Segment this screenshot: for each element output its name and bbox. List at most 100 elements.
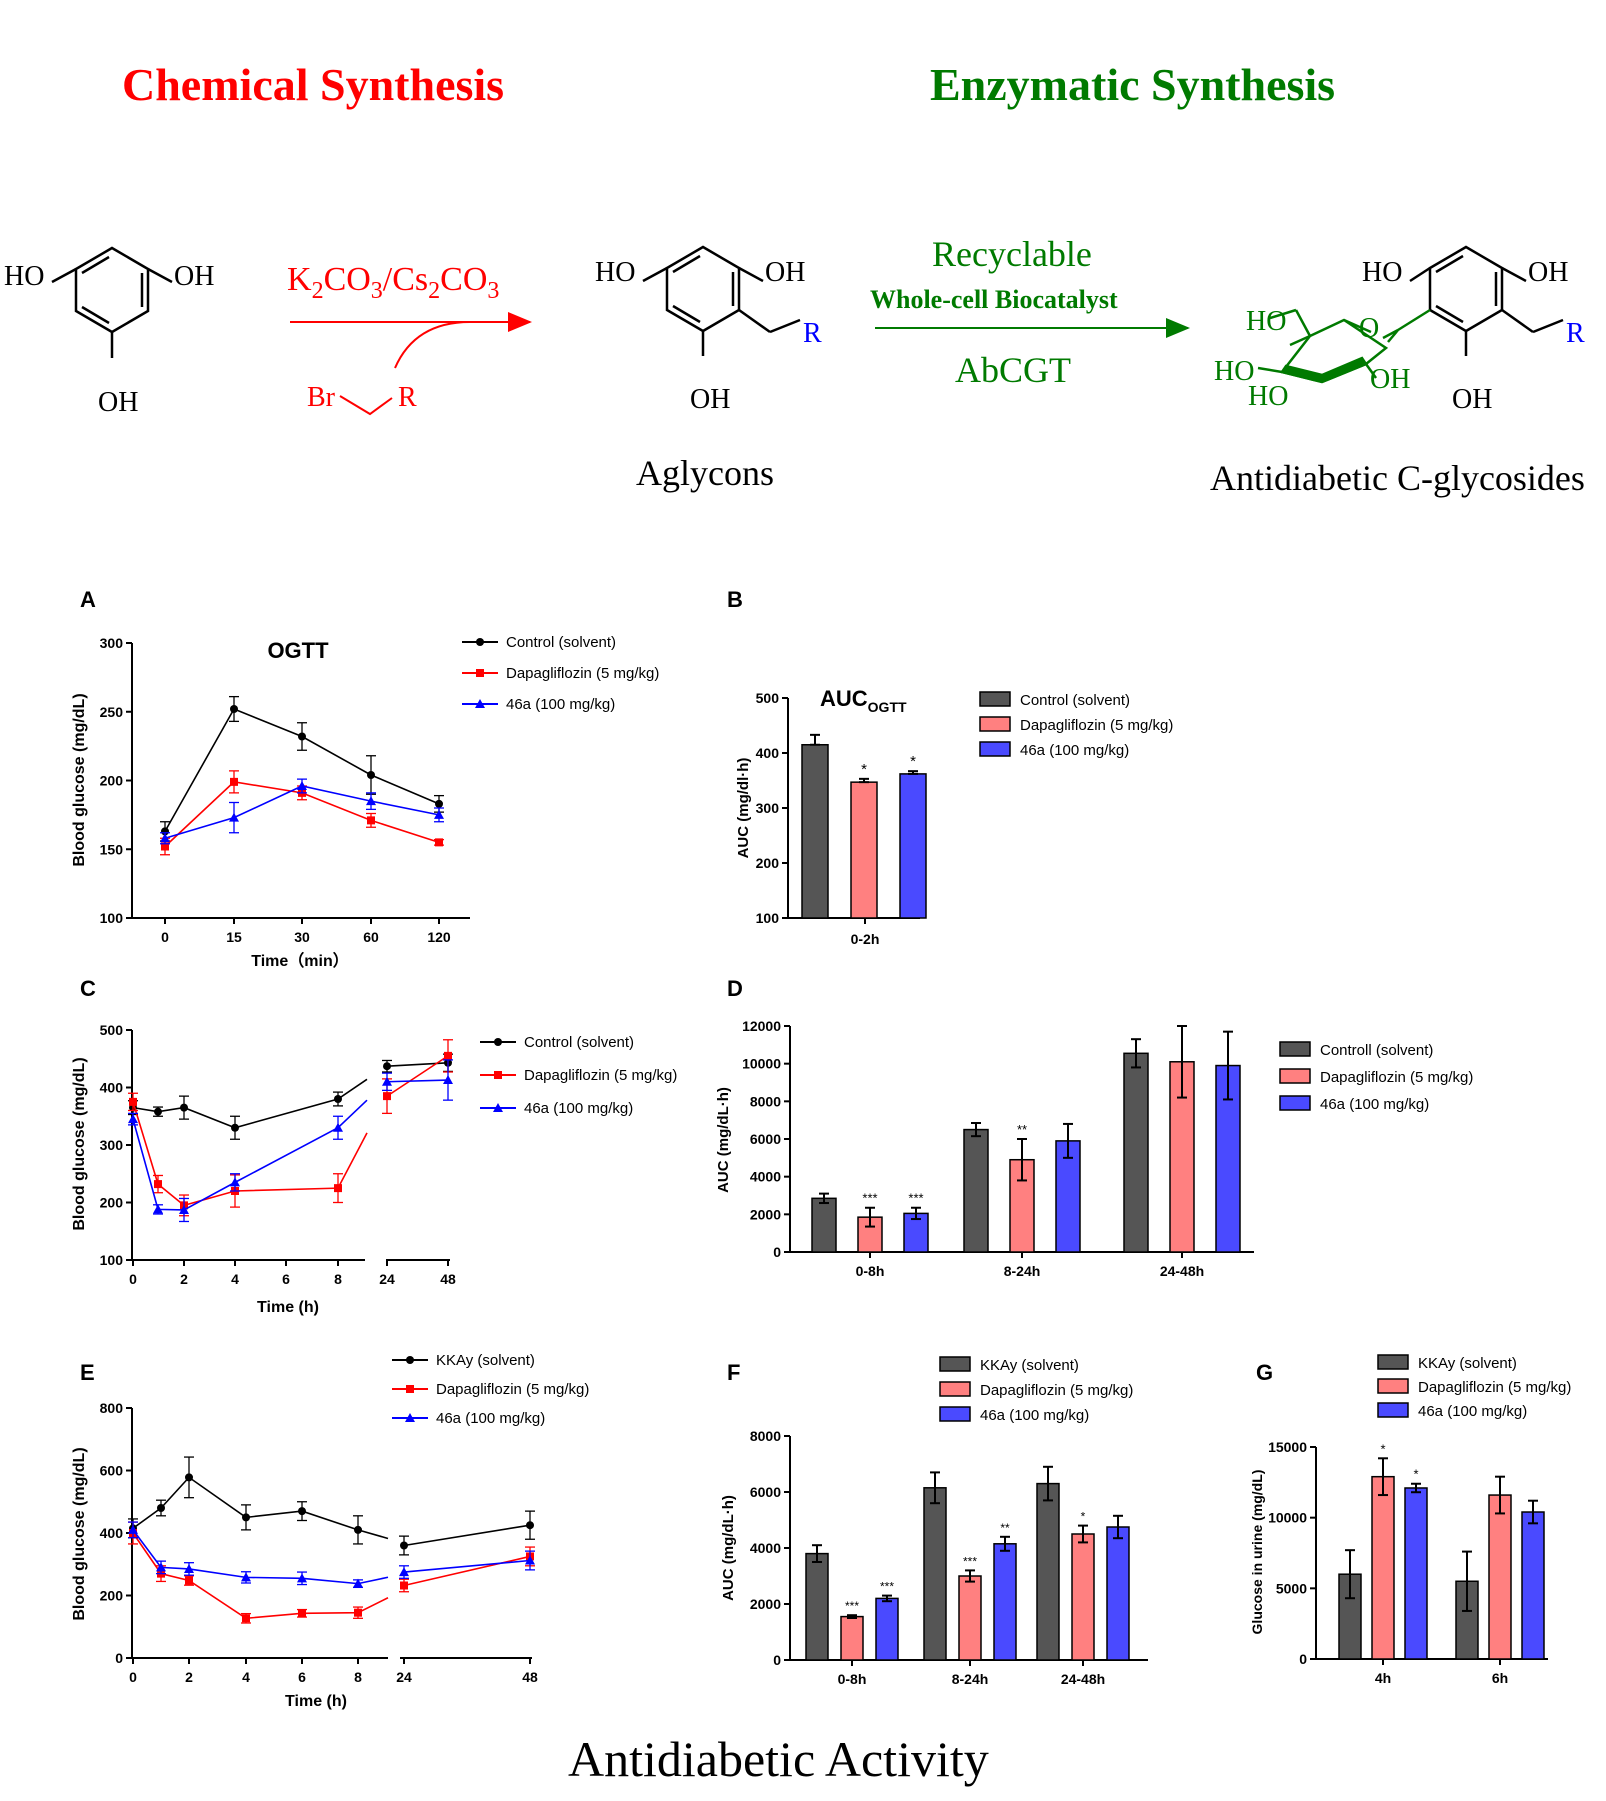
y-tick-label: 500	[100, 1022, 124, 1038]
legend-swatch	[939, 1356, 971, 1372]
data-point	[160, 833, 170, 843]
x-tick-label: 0-8h	[838, 1671, 867, 1687]
x-tick-label: 6	[282, 1271, 290, 1287]
series-line	[403, 1559, 531, 1573]
y-tick-label: 0	[773, 1244, 781, 1260]
y-tick-label: 4000	[750, 1169, 781, 1185]
legend-entry: KKAy (solvent)	[1418, 1355, 1517, 1372]
x-tick-label: 48	[522, 1669, 538, 1685]
significance-mark: *	[1081, 1510, 1086, 1524]
y-axis-label: Blood glucose (mg/dL)	[71, 1447, 88, 1620]
data-point	[156, 1562, 166, 1572]
significance-mark: **	[1017, 1122, 1027, 1137]
legend-swatch	[939, 1381, 971, 1397]
data-point	[400, 1541, 408, 1550]
legend-entry: Dapagliflozin (5 mg/kg)	[506, 665, 659, 682]
data-point	[230, 1177, 240, 1187]
x-tick-label: 4	[242, 1669, 250, 1685]
legend-marker	[406, 1356, 414, 1364]
y-tick-label: 100	[100, 910, 124, 926]
oh-label: OH	[174, 261, 214, 292]
significance-mark: *	[1380, 1441, 1385, 1456]
legend-marker	[494, 1071, 502, 1079]
x-tick-label: 6h	[1492, 1670, 1508, 1686]
x-tick-label: 24	[379, 1271, 395, 1287]
data-point	[229, 812, 239, 822]
bar	[875, 1597, 899, 1661]
y-tick-label: 100	[756, 910, 780, 926]
glucose-ring	[1257, 308, 1399, 384]
legend-swatch	[1377, 1354, 1409, 1370]
y-tick-label: 0	[115, 1650, 123, 1666]
x-tick-label: 60	[363, 929, 379, 945]
y-tick-label: 500	[756, 690, 780, 706]
x-tick-label: 30	[294, 929, 310, 945]
y-tick-label: 0	[1299, 1651, 1307, 1667]
y-axis-label: Blood glucose (mg/dL)	[71, 1057, 88, 1230]
legend-entry: Dapagliflozin (5 mg/kg)	[524, 1067, 677, 1084]
y-tick-label: 250	[100, 704, 124, 720]
x-tick-label: 8-24h	[1004, 1263, 1041, 1279]
significance-mark: ***	[963, 1554, 977, 1568]
chart-title: AUCOGTT	[820, 686, 907, 715]
x-tick-label: 0-2h	[851, 931, 880, 947]
y-tick-label: 12000	[742, 1018, 781, 1034]
data-point	[399, 1567, 409, 1577]
y-tick-label: 600	[100, 1463, 124, 1479]
data-point	[383, 1062, 391, 1071]
y-axis-label: AUC (mg/dL·h)	[715, 1087, 732, 1193]
y-tick-label: 4000	[750, 1540, 781, 1556]
ring-oxygen-label: O	[1359, 313, 1379, 344]
series-line	[386, 1055, 449, 1097]
legend-swatch	[939, 1406, 971, 1422]
bar	[963, 1128, 989, 1253]
data-point	[184, 1563, 194, 1573]
legend-marker	[493, 1103, 503, 1112]
enzyme-label-recyclable: Recyclable	[932, 234, 1092, 274]
chart-title: OGTT	[267, 638, 329, 663]
data-point	[333, 1122, 343, 1132]
legend-swatch	[979, 741, 1011, 757]
data-point	[180, 1103, 188, 1112]
bar	[1106, 1526, 1130, 1661]
legend-entry: 46a (100 mg/kg)	[506, 696, 615, 713]
oh-label: HO	[595, 257, 635, 288]
legend-entry: 46a (100 mg/kg)	[1320, 1096, 1429, 1113]
data-point	[153, 1204, 163, 1214]
data-point	[334, 1184, 342, 1193]
legend-swatch	[1279, 1068, 1311, 1084]
panel-letter: B	[727, 587, 743, 612]
bar	[840, 1615, 864, 1661]
significance-mark: ***	[862, 1191, 877, 1206]
legend-marker	[476, 669, 484, 677]
y-tick-label: 200	[100, 1195, 124, 1211]
data-point	[230, 705, 238, 713]
ho-label: HO	[1246, 306, 1286, 337]
oh-label: OH	[765, 257, 805, 288]
x-tick-label: 24	[396, 1669, 412, 1685]
y-tick-label: 15000	[1268, 1439, 1307, 1455]
oh-label: OH	[690, 384, 730, 415]
bar	[1071, 1533, 1095, 1661]
bar	[1123, 1052, 1149, 1253]
x-tick-label: 15	[226, 929, 242, 945]
panel-letter: G	[1256, 1360, 1273, 1385]
panel-letter: E	[80, 1360, 95, 1385]
y-tick-label: 150	[100, 841, 124, 857]
y-axis-label: AUC (mg/dl·h)	[735, 758, 752, 859]
legend-entry: 46a (100 mg/kg)	[524, 1100, 633, 1117]
y-tick-label: 0	[773, 1652, 781, 1668]
antidiabetic-activity-footer: Antidiabetic Activity	[568, 1731, 989, 1787]
y-tick-label: 10000	[1268, 1510, 1307, 1526]
data-point	[231, 1123, 239, 1132]
series-line	[132, 1101, 368, 1207]
y-tick-label: 10000	[742, 1056, 781, 1072]
x-axis-label: Time (h)	[257, 1299, 319, 1316]
enzyme-label-biocatalyst: Whole-cell Biocatalyst	[870, 285, 1118, 314]
x-tick-label: 120	[427, 929, 451, 945]
y-axis-label: Blood glucose (mg/dL)	[71, 693, 88, 866]
data-point	[367, 771, 375, 779]
legend-entry: Control (solvent)	[524, 1034, 634, 1051]
r-group-label: R	[803, 318, 822, 349]
